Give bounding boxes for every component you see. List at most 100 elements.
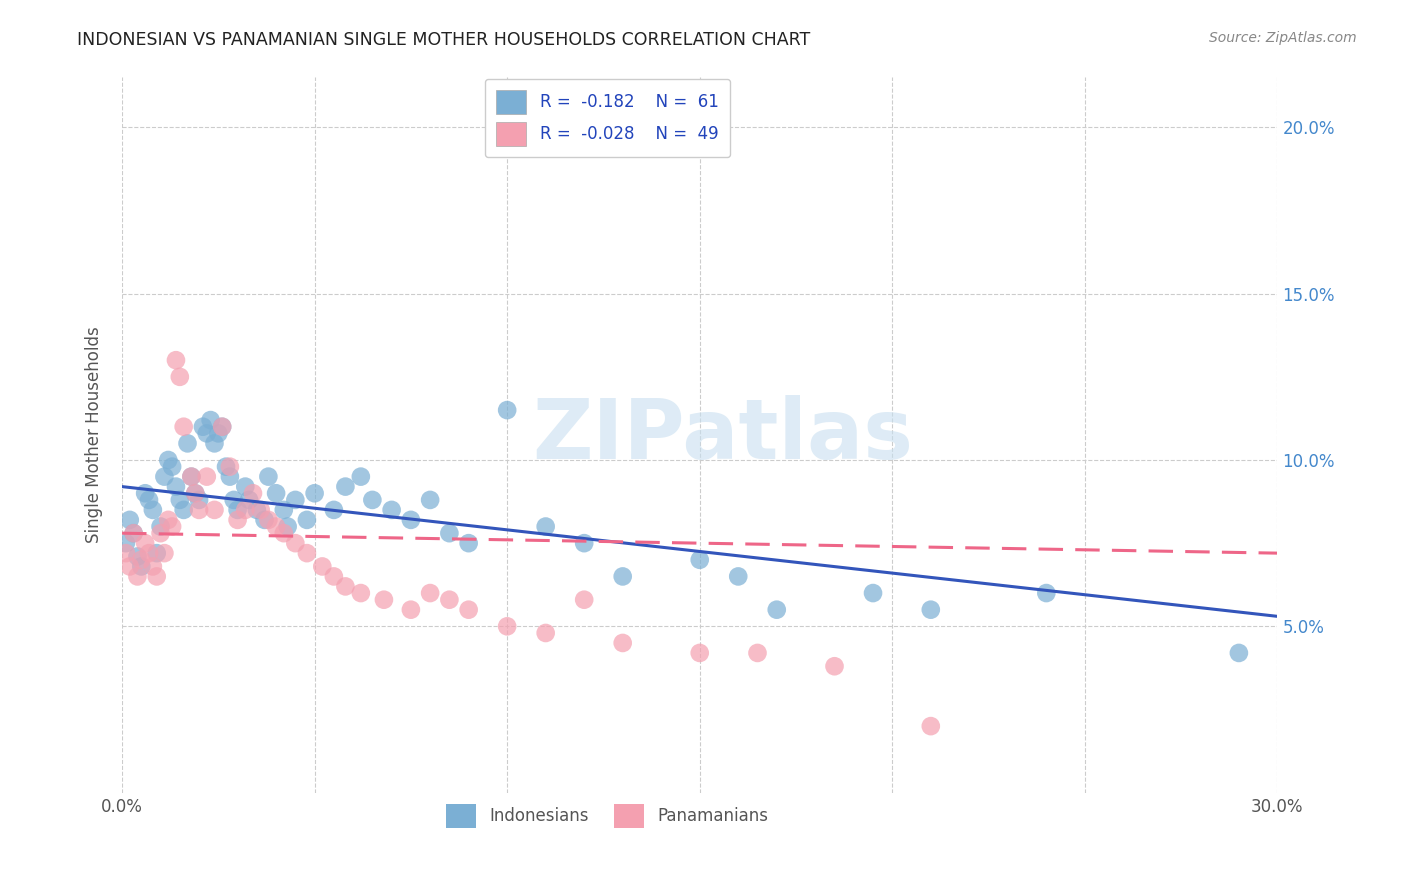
Point xyxy=(284,492,307,507)
Point xyxy=(496,619,519,633)
Point xyxy=(122,526,145,541)
Point xyxy=(534,519,557,533)
Point xyxy=(165,353,187,368)
Point xyxy=(439,592,461,607)
Point xyxy=(246,503,269,517)
Point xyxy=(184,486,207,500)
Point xyxy=(173,419,195,434)
Point xyxy=(207,426,229,441)
Point xyxy=(727,569,749,583)
Point xyxy=(131,559,153,574)
Point xyxy=(142,559,165,574)
Point xyxy=(249,503,271,517)
Point xyxy=(169,492,191,507)
Point xyxy=(200,413,222,427)
Point xyxy=(457,603,479,617)
Point xyxy=(381,503,404,517)
Point xyxy=(457,536,479,550)
Point xyxy=(295,546,318,560)
Point xyxy=(253,513,276,527)
Point xyxy=(920,719,942,733)
Point xyxy=(195,469,218,483)
Point xyxy=(747,646,769,660)
Point xyxy=(142,503,165,517)
Point xyxy=(191,419,214,434)
Point xyxy=(127,569,149,583)
Point xyxy=(184,486,207,500)
Point xyxy=(920,603,942,617)
Point xyxy=(145,546,167,560)
Point xyxy=(1035,586,1057,600)
Point xyxy=(419,586,441,600)
Point xyxy=(226,503,249,517)
Point xyxy=(1227,646,1250,660)
Point xyxy=(496,403,519,417)
Point xyxy=(211,419,233,434)
Point xyxy=(157,453,180,467)
Point xyxy=(160,519,183,533)
Point xyxy=(134,536,156,550)
Point xyxy=(149,519,172,533)
Legend: Indonesians, Panamanians: Indonesians, Panamanians xyxy=(440,797,775,834)
Point xyxy=(211,419,233,434)
Point xyxy=(115,536,138,550)
Point xyxy=(180,469,202,483)
Point xyxy=(419,492,441,507)
Point xyxy=(273,503,295,517)
Point xyxy=(765,603,787,617)
Point xyxy=(862,586,884,600)
Point xyxy=(322,503,344,517)
Point xyxy=(612,569,634,583)
Point xyxy=(361,492,384,507)
Point xyxy=(295,513,318,527)
Point xyxy=(219,459,242,474)
Point xyxy=(373,592,395,607)
Point xyxy=(157,513,180,527)
Point xyxy=(118,559,141,574)
Point xyxy=(222,492,245,507)
Point xyxy=(304,486,326,500)
Point xyxy=(335,579,357,593)
Point xyxy=(215,459,238,474)
Point xyxy=(277,519,299,533)
Point xyxy=(115,546,138,560)
Point xyxy=(160,459,183,474)
Point xyxy=(145,569,167,583)
Text: ZIPatlas: ZIPatlas xyxy=(533,394,914,475)
Point xyxy=(311,559,333,574)
Point xyxy=(273,526,295,541)
Point xyxy=(180,469,202,483)
Point xyxy=(195,426,218,441)
Point xyxy=(138,492,160,507)
Point xyxy=(149,526,172,541)
Point xyxy=(689,553,711,567)
Point xyxy=(226,513,249,527)
Point xyxy=(122,526,145,541)
Point xyxy=(233,480,256,494)
Point xyxy=(399,513,422,527)
Point xyxy=(204,503,226,517)
Text: Source: ZipAtlas.com: Source: ZipAtlas.com xyxy=(1209,31,1357,45)
Point xyxy=(127,549,149,564)
Point xyxy=(165,480,187,494)
Point xyxy=(322,569,344,583)
Point xyxy=(350,469,373,483)
Point xyxy=(612,636,634,650)
Point xyxy=(264,486,287,500)
Point xyxy=(257,469,280,483)
Point xyxy=(233,503,256,517)
Point xyxy=(188,492,211,507)
Point xyxy=(689,646,711,660)
Point xyxy=(572,536,595,550)
Point xyxy=(284,536,307,550)
Point xyxy=(204,436,226,450)
Point xyxy=(118,513,141,527)
Point xyxy=(169,369,191,384)
Y-axis label: Single Mother Households: Single Mother Households xyxy=(86,326,103,543)
Point xyxy=(134,486,156,500)
Point xyxy=(335,480,357,494)
Point xyxy=(153,469,176,483)
Point xyxy=(534,626,557,640)
Point xyxy=(242,486,264,500)
Point xyxy=(188,503,211,517)
